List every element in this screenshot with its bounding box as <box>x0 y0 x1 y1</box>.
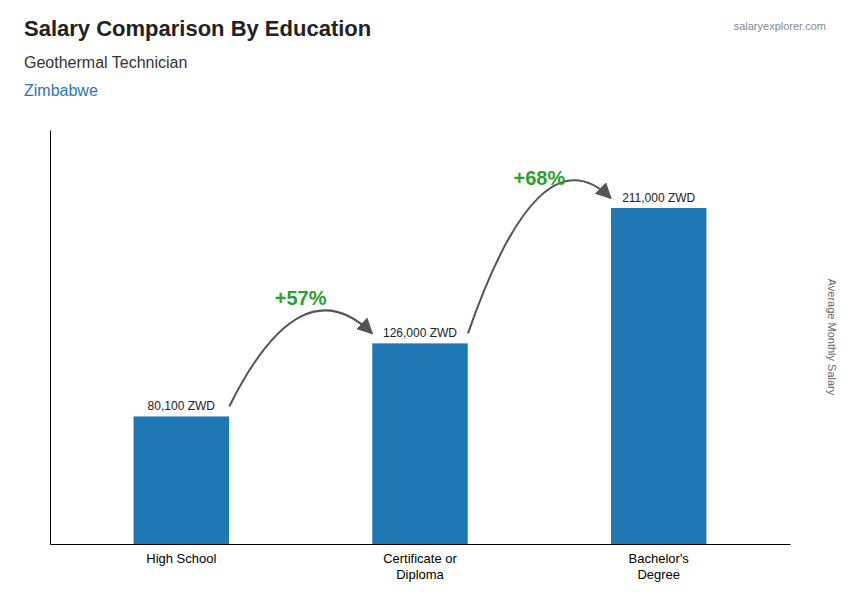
x-tick-label-line: Bachelor's <box>629 551 690 566</box>
x-tick-label-line: Diploma <box>396 567 444 582</box>
y-axis-title: Average Monthly Salary <box>826 279 838 396</box>
data-labels: 80,100 ZWD 126,000 ZWD 211,000 ZWD <box>148 191 696 413</box>
data-label: 126,000 ZWD <box>383 326 457 340</box>
x-tick: Certificate orDiploma <box>383 544 457 582</box>
title: Salary Comparison By Education <box>24 16 371 41</box>
bar <box>372 343 467 544</box>
x-tick-label: Certificate orDiploma <box>383 551 457 582</box>
x-tick-label-line: Certificate or <box>383 551 457 566</box>
x-tick: Bachelor'sDegree <box>629 544 690 582</box>
x-tick: High School <box>146 544 216 566</box>
y-axis <box>50 131 51 545</box>
data-label: 211,000 ZWD <box>622 191 695 205</box>
x-tick-label-line: High School <box>146 551 216 566</box>
change-arrow <box>229 310 372 406</box>
change-arrow <box>468 180 611 333</box>
bars <box>134 208 707 544</box>
x-axis: High School Certificate orDiploma Bachelor… <box>51 544 791 582</box>
subtitle: Geothermal Technician <box>24 54 187 71</box>
y-axis-line <box>50 131 51 545</box>
x-tick-label-line: Degree <box>637 567 680 582</box>
data-label: 80,100 ZWD <box>148 399 216 413</box>
chart: High School Certificate orDiploma Bachelor… <box>0 0 850 606</box>
bar <box>134 416 229 544</box>
x-axis-line <box>51 544 791 545</box>
x-tick-label: High School <box>146 551 216 566</box>
change-arrows: +57% +68% <box>229 167 610 407</box>
x-tick-label: Bachelor'sDegree <box>629 551 690 582</box>
bar <box>611 208 706 544</box>
change-label: +68% <box>513 167 565 189</box>
change-label: +57% <box>275 287 327 309</box>
watermark: salaryexplorer.com <box>734 20 826 32</box>
country: Zimbabwe <box>24 82 98 99</box>
